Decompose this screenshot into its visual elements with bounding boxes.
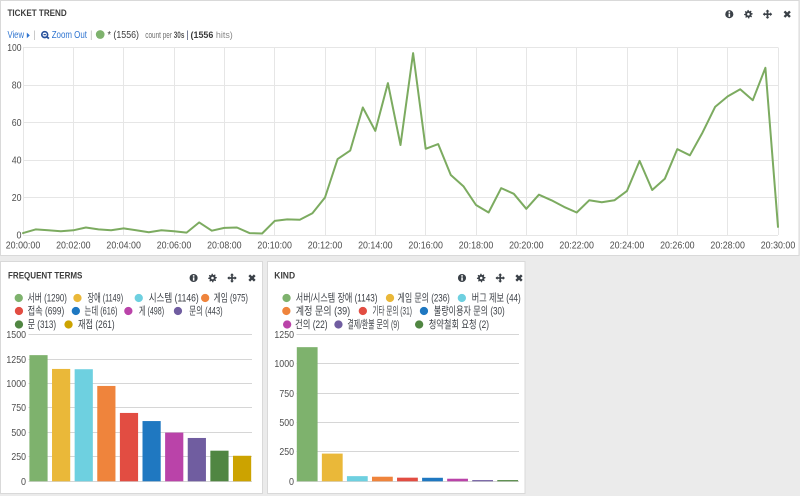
- svg-text:는데 (616): 는데 (616): [85, 305, 118, 318]
- svg-text:60: 60: [12, 117, 22, 129]
- svg-text:계정 문의 (39): 계정 문의 (39): [296, 305, 350, 318]
- svg-text:1250: 1250: [274, 329, 294, 341]
- svg-text:count per 30s: count per 30s: [145, 30, 184, 41]
- svg-text:게 (498): 게 (498): [139, 305, 164, 318]
- svg-text:건의 (22): 건의 (22): [295, 318, 328, 331]
- svg-text:기타 문의 (31): 기타 문의 (31): [373, 305, 412, 318]
- svg-text:20:20:00: 20:20:00: [509, 240, 544, 252]
- svg-text:(1556 hits): (1556 hits): [191, 30, 233, 41]
- svg-text:1500: 1500: [6, 329, 26, 341]
- svg-text:시스템 (1146): 시스템 (1146): [149, 292, 199, 305]
- svg-text:서버 (1290): 서버 (1290): [28, 292, 67, 305]
- svg-text:게임 문의 (236): 게임 문의 (236): [398, 292, 450, 305]
- svg-text:View: View: [8, 30, 25, 41]
- svg-text:500: 500: [279, 417, 294, 429]
- svg-text:게임 (975): 게임 (975): [214, 292, 248, 305]
- svg-text:1000: 1000: [6, 378, 26, 390]
- svg-text:장애 (1149): 장애 (1149): [88, 292, 124, 305]
- svg-text:문 (313): 문 (313): [28, 319, 56, 331]
- svg-text:0: 0: [289, 476, 294, 488]
- svg-text:20:28:00: 20:28:00: [710, 240, 745, 252]
- svg-text:TICKET TREND: TICKET TREND: [8, 8, 67, 19]
- svg-text:버그 제보 (44): 버그 제보 (44): [472, 292, 521, 305]
- svg-text:0: 0: [17, 230, 22, 242]
- svg-text:20:02:00: 20:02:00: [56, 240, 91, 252]
- svg-text:500: 500: [11, 427, 26, 439]
- svg-text:|: |: [33, 30, 36, 41]
- svg-text:1250: 1250: [6, 354, 26, 366]
- svg-text:|: |: [186, 30, 189, 41]
- svg-text:20:30:00: 20:30:00: [761, 240, 796, 252]
- svg-text:접속 (699): 접속 (699): [28, 305, 65, 318]
- svg-text:20:18:00: 20:18:00: [459, 240, 494, 252]
- svg-text:100: 100: [7, 42, 21, 54]
- svg-text:20:22:00: 20:22:00: [559, 240, 594, 252]
- svg-text:불량이용자 문의 (30): 불량이용자 문의 (30): [434, 305, 505, 318]
- svg-text:0: 0: [21, 476, 26, 488]
- svg-text:750: 750: [279, 388, 294, 400]
- svg-text:750: 750: [11, 402, 26, 414]
- svg-text:결제/환불 문의 (9): 결제/환불 문의 (9): [347, 318, 399, 331]
- svg-text:1000: 1000: [274, 358, 294, 370]
- svg-text:Zoom Out: Zoom Out: [52, 30, 87, 41]
- svg-text:청약철회 요청 (2): 청약철회 요청 (2): [429, 317, 489, 331]
- svg-text:40: 40: [12, 155, 22, 167]
- svg-text:20:16:00: 20:16:00: [408, 240, 443, 252]
- svg-text:250: 250: [11, 451, 26, 463]
- svg-text:FREQUENT TERMS: FREQUENT TERMS: [8, 270, 82, 281]
- svg-text:20:08:00: 20:08:00: [207, 240, 242, 252]
- svg-text:20:04:00: 20:04:00: [106, 240, 141, 252]
- svg-text:재접 (261): 재접 (261): [78, 318, 115, 331]
- svg-text:KIND: KIND: [274, 270, 295, 281]
- svg-text:|: |: [90, 30, 93, 41]
- svg-text:서버/시스템 장애 (1143): 서버/시스템 장애 (1143): [296, 292, 378, 305]
- svg-text:20: 20: [12, 192, 22, 204]
- svg-text:20:14:00: 20:14:00: [358, 240, 393, 252]
- svg-text:20:12:00: 20:12:00: [308, 240, 343, 252]
- svg-text:* (1556): * (1556): [108, 30, 140, 41]
- svg-text:20:24:00: 20:24:00: [610, 240, 645, 252]
- svg-text:20:06:00: 20:06:00: [157, 240, 192, 252]
- svg-text:문의 (443): 문의 (443): [189, 305, 222, 318]
- svg-text:250: 250: [279, 446, 294, 458]
- svg-text:20:10:00: 20:10:00: [257, 240, 292, 252]
- svg-text:80: 80: [12, 80, 22, 92]
- svg-text:20:00:00: 20:00:00: [6, 240, 41, 252]
- svg-text:20:26:00: 20:26:00: [660, 240, 695, 252]
